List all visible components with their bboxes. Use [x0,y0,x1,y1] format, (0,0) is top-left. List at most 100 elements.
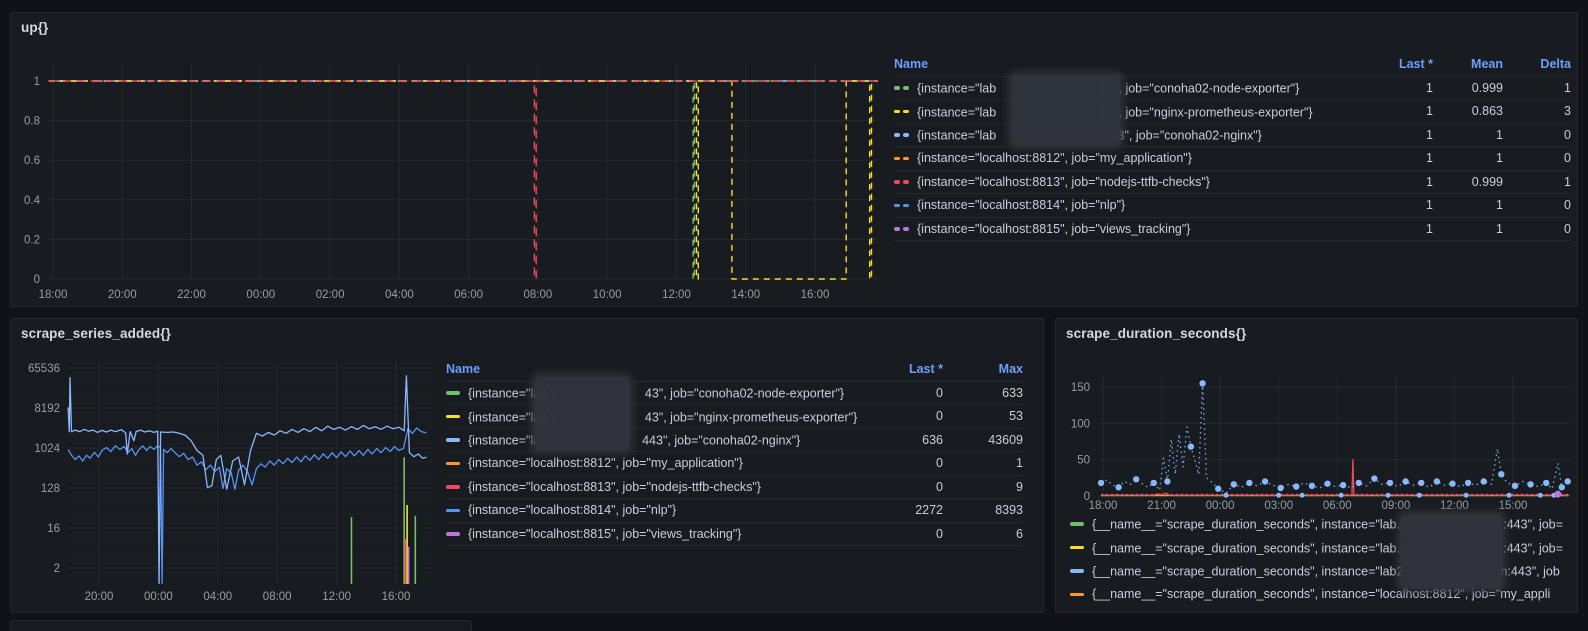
up-legend-table: NameLast *MeanDelta {instance="lab43", jo… [894,53,1571,241]
series-name[interactable]: {instance="lab.y43", job="conoha02-node-… [468,385,844,401]
legend-value: 1 [1365,151,1433,165]
x-axis-tick-label: 04:00 [203,591,232,603]
scrape-series-added-legend-table: NameLast *Max {instance="lab.y43", job="c… [446,358,1023,546]
scrape-series-added-chart[interactable]: 216128102481926553620:0000:0004:0008:001… [11,319,456,613]
data-point-marker [1098,480,1104,486]
legend-value: 1 [1365,198,1433,212]
data-point-marker [1246,480,1252,486]
panel-scrape-duration-seconds: scrape_duration_seconds{} 05010015018:00… [1055,318,1578,613]
panel-scrape-series-added: scrape_series_added{} 216128102481926553… [10,318,1044,613]
legend-col-name[interactable]: Name [894,57,1365,71]
x-axis-tick-label: 14:00 [731,289,760,301]
series-name[interactable]: {instance="localhost:8813", job="nodejs-… [917,175,1210,189]
legend-value: 1 [1365,104,1433,118]
legend-col-name[interactable]: Name [446,362,871,376]
legend-value: 0 [871,480,943,494]
series-color-swatch [894,110,909,114]
data-point-marker [1498,471,1504,477]
series-line [49,81,878,279]
legend-col-last[interactable]: Last * [1365,57,1433,71]
legend-col-mean[interactable]: Mean [1433,57,1503,71]
legend-value: 9 [943,480,1023,494]
series-color-swatch [894,157,909,161]
legend-value: 1 [1433,128,1503,142]
panel-series-title[interactable]: scrape_series_added{} [21,326,171,341]
data-point-marker [1188,443,1194,449]
legend-col-delta[interactable]: Delta [1503,57,1571,71]
legend-row: {instance="lab.y43", job="conoha02-node-… [446,382,1023,406]
series-color-swatch [446,415,460,419]
legend-col-max[interactable]: Max [943,362,1023,376]
panel-up-title[interactable]: up{} [21,20,48,35]
legend-header-row: NameLast *MeanDelta [894,53,1571,77]
series-color-swatch [894,227,909,231]
series-color-swatch [1070,593,1084,597]
data-point-marker [1164,478,1170,484]
legend-row: {instance="localhost:8813", job="nodejs-… [446,476,1023,500]
legend-value: 1 [1433,151,1503,165]
legend-value: 0 [1503,151,1571,165]
y-axis-tick-label: 100 [1071,418,1090,430]
legend-value: 0.863 [1433,104,1503,118]
up-chart[interactable]: 00.20.40.60.8118:0020:0022:0000:0002:000… [11,13,891,307]
series-name[interactable]: {instance="localhost:8814", job="nlp"} [468,503,676,517]
series-name[interactable]: {instance="localhost:8815", job="views_t… [468,527,741,541]
data-point-marker [1324,480,1330,486]
legend-value: 53 [943,409,1023,423]
legend-row: {instance="lab43", job="nginx-prometheus… [894,100,1571,124]
data-point-marker [1356,480,1362,486]
y-axis-tick-label: 2 [54,563,60,575]
x-axis-tick-label: 03:00 [1264,500,1293,512]
y-axis-tick-label: 65536 [28,363,60,375]
legend-value: 1 [1433,198,1503,212]
series-name[interactable]: {instance="localhost:8813", job="nodejs-… [468,480,761,494]
legend-value: 0 [871,527,943,541]
series-name[interactable]: {instance="lab.y43", job="nginx-promethe… [468,409,857,425]
x-axis-tick-label: 12:00 [322,591,351,603]
x-axis-tick-label: 12:00 [1440,500,1469,512]
data-point-marker [1386,493,1391,498]
series-color-swatch [894,133,909,137]
series-line [68,428,426,583]
data-point-marker [1133,476,1139,482]
series-name[interactable]: {instance="localhost:8815", job="views_t… [917,222,1190,236]
scrape-duration-seconds-chart[interactable]: 05010015018:0021:0000:0003:0006:0009:001… [1056,319,1578,519]
legend-value: 1 [1365,222,1433,236]
legend-row: {instance="localhost:8812", job="my_appl… [894,147,1571,171]
legend-row: {instance="localhost:8814", job="nlp"}22… [446,499,1023,523]
y-axis-tick-label: 1 [34,76,40,88]
legend-value: 1 [1365,128,1433,142]
legend-row: {instance="lab:443", job="conoha02-nginx… [894,124,1571,148]
data-point-marker [1115,484,1121,490]
y-axis-tick-label: 50 [1077,455,1090,467]
series-name[interactable]: {__name__="scrape_duration_seconds", ins… [1092,587,1550,601]
data-point-marker [1507,493,1512,498]
series-color-swatch [1070,546,1084,550]
next-row-panel-edge [10,620,472,631]
data-point-marker [1402,478,1408,484]
data-point-marker [1231,481,1237,487]
x-axis-tick-label: 18:00 [39,289,68,301]
series-name[interactable]: {instance="localhost:8814", job="nlp"} [917,198,1125,212]
x-axis-tick-label: 16:00 [382,591,411,603]
series-name[interactable]: {instance="localhost:8812", job="my_appl… [468,456,743,470]
x-axis-tick-label: 10:00 [593,289,622,301]
y-axis-tick-label: 0.2 [24,234,40,246]
x-axis-tick-label: 08:00 [524,289,553,301]
legend-col-last[interactable]: Last * [871,362,943,376]
data-point-marker [1387,480,1393,486]
legend-value: 43609 [943,433,1023,447]
series-name[interactable]: {instance="lab2443", job="conoha02-nginx… [468,432,800,448]
series-color-swatch [1070,522,1084,526]
data-point-marker [1449,480,1455,486]
data-point-marker [1512,483,1518,489]
legend-row: {instance="lab2443", job="conoha02-nginx… [446,429,1023,453]
series-color-swatch [894,204,909,208]
panel-duration-title[interactable]: scrape_duration_seconds{} [1066,326,1246,341]
data-point-marker [1465,480,1471,486]
series-color-swatch [446,391,460,395]
x-axis-tick-label: 20:00 [108,289,137,301]
legend-value: 1 [1365,81,1433,95]
redaction-box [1401,515,1502,588]
series-name[interactable]: {instance="localhost:8812", job="my_appl… [917,151,1192,165]
